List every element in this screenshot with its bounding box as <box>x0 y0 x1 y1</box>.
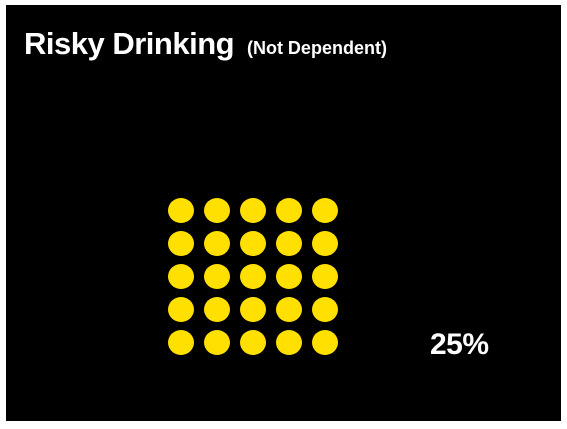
dot <box>312 264 338 289</box>
percentage-label: 25% <box>430 328 489 361</box>
dot <box>276 264 302 289</box>
dot <box>168 297 194 322</box>
dot <box>276 198 302 223</box>
dot <box>204 231 230 256</box>
dot <box>168 330 194 355</box>
dot <box>240 231 266 256</box>
dot <box>276 297 302 322</box>
title-subtitle: (Not Dependent) <box>246 38 387 58</box>
slide-title: Risky Drinking (Not Dependent) <box>24 25 387 62</box>
slide: Risky Drinking (Not Dependent) 25% <box>6 5 561 421</box>
dot <box>240 330 266 355</box>
dot <box>168 231 194 256</box>
dot <box>168 264 194 289</box>
dot <box>204 297 230 322</box>
dot <box>312 330 338 355</box>
title-main: Risky Drinking <box>24 26 235 61</box>
dot <box>276 330 302 355</box>
dot <box>312 231 338 256</box>
dot <box>312 198 338 223</box>
dot <box>240 264 266 289</box>
dot <box>312 297 338 322</box>
dot <box>204 330 230 355</box>
dot <box>240 297 266 322</box>
dot <box>204 264 230 289</box>
dot <box>204 198 230 223</box>
dot <box>240 198 266 223</box>
dot-grid <box>168 198 338 358</box>
dot <box>276 231 302 256</box>
dot <box>168 198 194 223</box>
